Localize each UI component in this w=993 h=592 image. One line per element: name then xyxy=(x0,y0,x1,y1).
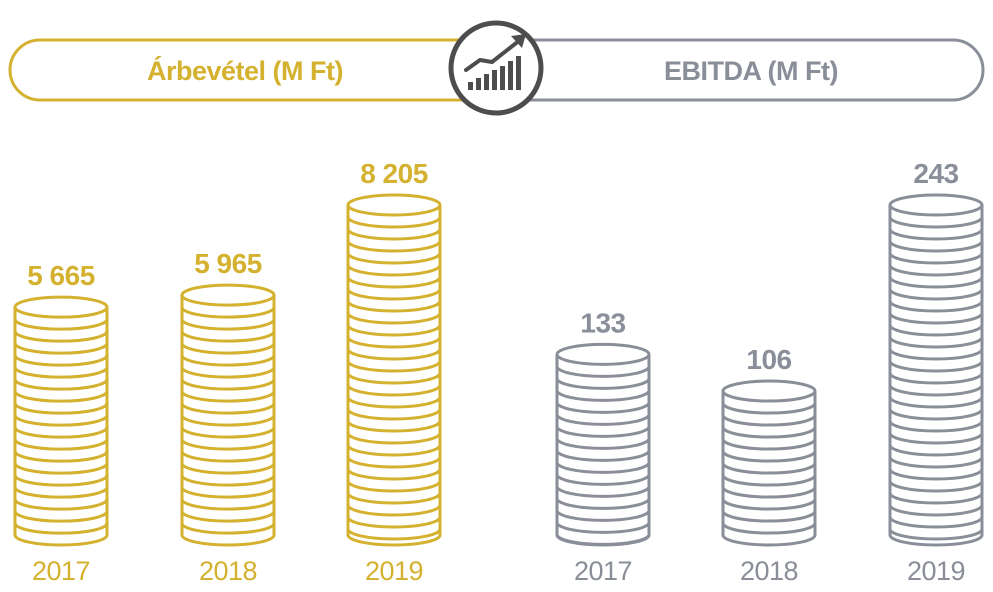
revenue-value-label-2017: 5 665 xyxy=(27,260,95,291)
ebitda-value-label-2018: 106 xyxy=(746,344,791,375)
revenue-bar-2018 xyxy=(180,283,276,547)
revenue-year-label-2017: 2017 xyxy=(32,556,90,586)
revenue-bar-2017 xyxy=(13,295,109,547)
ebitda-year-label-2018: 2018 xyxy=(740,556,798,586)
rising-bar-chart-icon xyxy=(448,20,544,116)
ebitda-year-label-2017: 2017 xyxy=(574,556,632,586)
revenue-pill xyxy=(8,38,470,102)
ebitda-value-label-2019: 243 xyxy=(913,158,958,189)
revenue-year-label-2018: 2018 xyxy=(199,556,257,586)
ebitda-bar-2018 xyxy=(721,379,817,547)
revenue-value-label-2019: 8 205 xyxy=(360,158,428,189)
ebitda-title: EBITDA (M Ft) xyxy=(664,56,838,86)
revenue-value-label-2018: 5 965 xyxy=(194,248,262,279)
ebitda-bar-2019 xyxy=(888,193,984,547)
revenue-year-label-2019: 2019 xyxy=(365,556,423,586)
header-pills: Árbevétel (M Ft) EBITDA (M Ft) xyxy=(8,38,985,102)
ebitda-year-label-2019: 2019 xyxy=(907,556,965,586)
bars-layer: 5 665 2017 5 965 2018 8 205 2019 133 2017 106 201… xyxy=(13,158,984,586)
ebitda-bar-2017 xyxy=(555,342,651,547)
ebitda-value-label-2017: 133 xyxy=(580,307,625,338)
revenue-bar-2019 xyxy=(346,193,442,547)
ebitda-pill xyxy=(520,38,985,102)
revenue-title: Árbevétel (M Ft) xyxy=(147,55,343,86)
